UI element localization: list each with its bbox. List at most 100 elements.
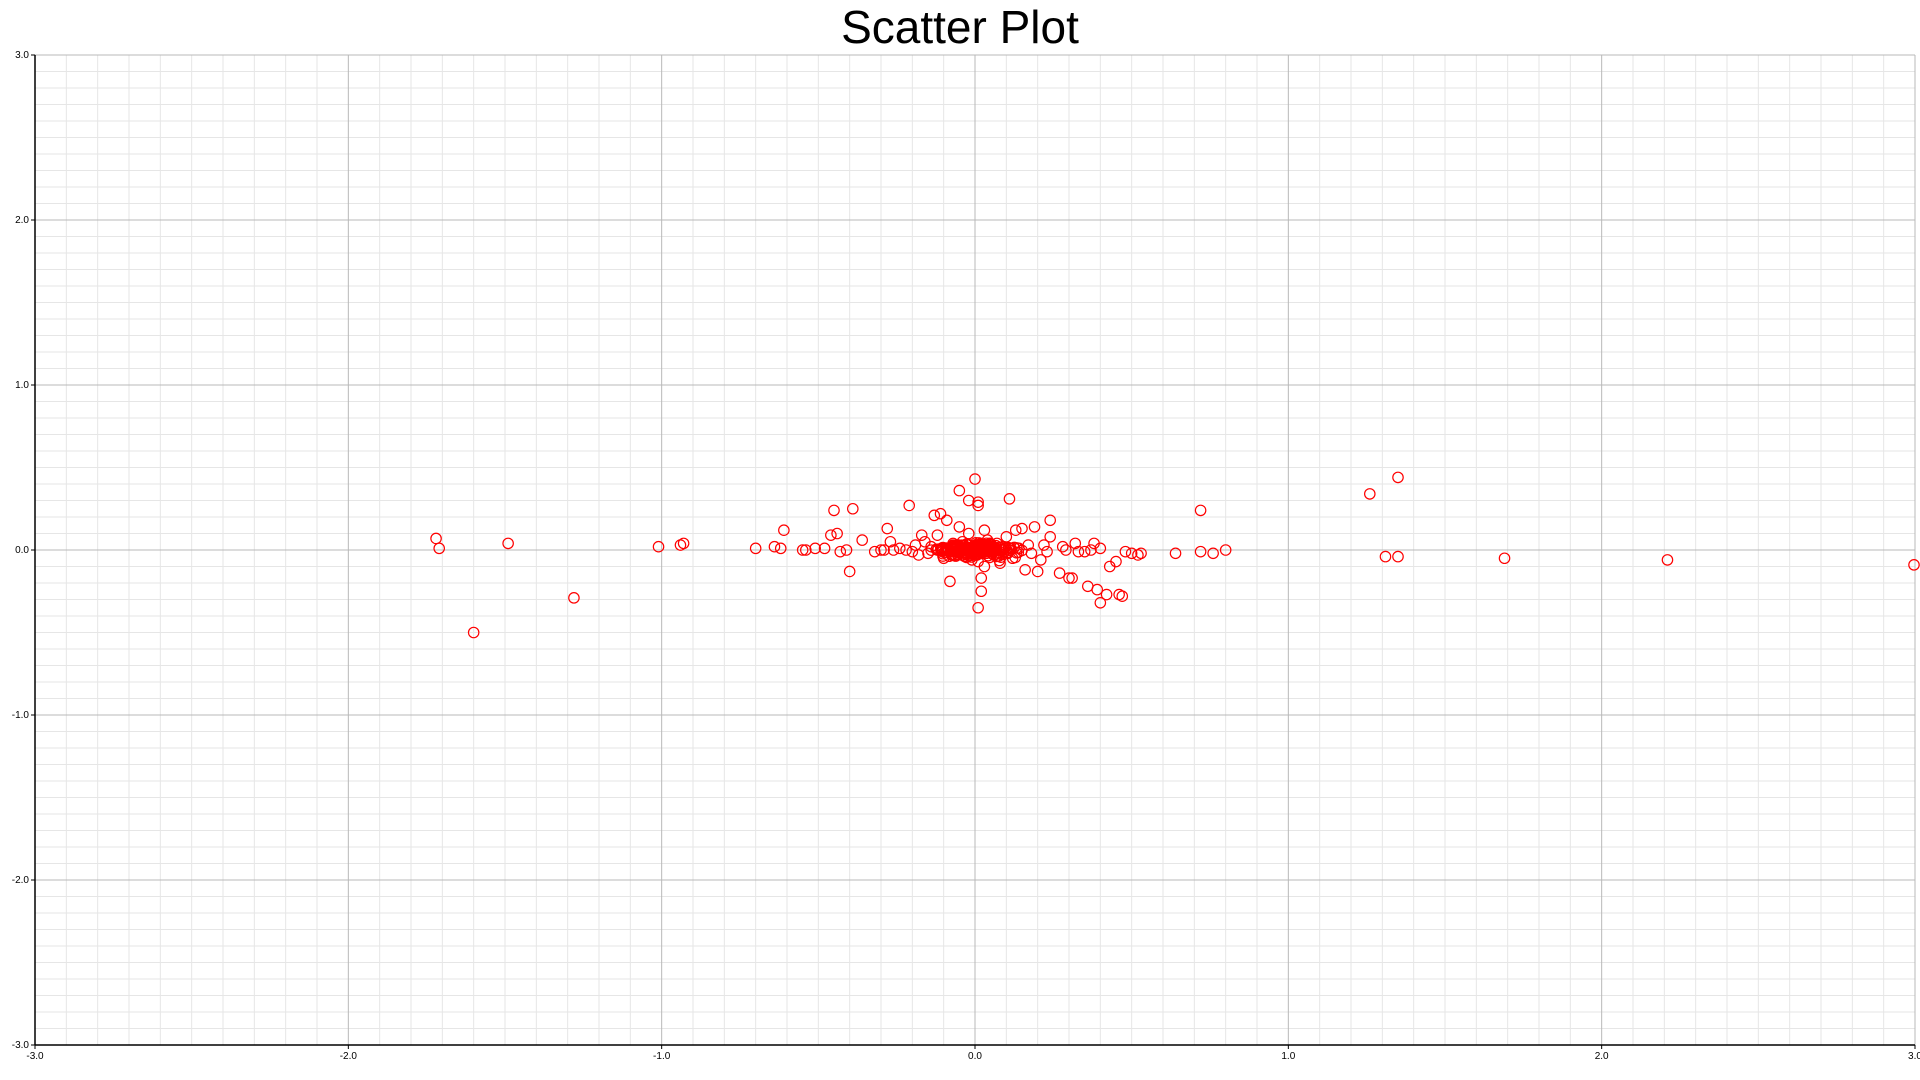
data-point: [1004, 542, 1016, 555]
data-point: [990, 544, 1003, 556]
data-point: [972, 496, 984, 508]
data-point: [749, 542, 762, 555]
data-point: [1116, 590, 1129, 602]
data-point: [962, 545, 974, 558]
data-point: [1661, 554, 1674, 566]
data-point: [1019, 563, 1031, 576]
data-point: [1085, 544, 1097, 556]
data-point: [1219, 544, 1232, 556]
data-point: [1066, 572, 1078, 584]
data-point: [796, 544, 809, 556]
data-point: [1000, 530, 1013, 543]
data-point: [467, 626, 480, 639]
data-point: [1078, 545, 1091, 558]
data-point: [868, 545, 881, 558]
data-point: [1207, 547, 1219, 560]
x-tick-label: 2.0: [1595, 1051, 1609, 1062]
data-point: [974, 542, 987, 555]
data-point: [953, 521, 966, 533]
x-axis-ticks: -3.0 -2.0 -1.0 0.0 1.0 2.0 3.0: [26, 1045, 1920, 1062]
data-point: [925, 544, 937, 556]
y-tick-label: -1.0: [12, 710, 30, 721]
x-tick-label: -3.0: [26, 1051, 44, 1062]
data-point: [1392, 471, 1404, 484]
data-point: [1060, 544, 1072, 556]
x-tick-label: 3.0: [1908, 1051, 1920, 1062]
data-point: [928, 509, 941, 522]
data-point: [962, 494, 975, 507]
data-point: [906, 545, 919, 558]
y-tick-label: 3.0: [15, 50, 29, 61]
x-tick-label: -1.0: [653, 1051, 671, 1062]
data-point: [878, 544, 890, 556]
x-tick-label: 1.0: [1281, 1051, 1295, 1062]
data-point: [875, 544, 887, 556]
data-point: [652, 540, 665, 553]
data-point: [931, 544, 944, 556]
data-point: [1194, 504, 1207, 517]
data-point: [965, 547, 977, 560]
data-point: [818, 542, 831, 555]
data-point: [900, 544, 912, 556]
data-point: [502, 537, 514, 550]
data-point: [1110, 555, 1122, 568]
data-point: [828, 504, 840, 517]
data-point: [1135, 547, 1147, 560]
y-tick-label: -2.0: [12, 875, 30, 886]
data-point: [831, 527, 843, 540]
data-point: [968, 541, 981, 553]
data-point: [1038, 539, 1050, 551]
data-point: [1056, 540, 1069, 553]
data-point: [768, 540, 781, 553]
data-point: [915, 529, 928, 541]
data-point: [433, 542, 445, 555]
data-points: [430, 471, 1920, 639]
data-point: [799, 544, 812, 556]
data-point: [1094, 596, 1107, 609]
data-point: [934, 507, 947, 520]
data-point: [1169, 547, 1182, 560]
data-point: [778, 524, 790, 536]
chart-title: Scatter Plot: [841, 1, 1079, 53]
data-point: [1016, 522, 1028, 535]
data-point: [1069, 537, 1082, 550]
data-point: [1908, 559, 1920, 571]
data-point: [840, 544, 853, 556]
data-point: [940, 514, 953, 527]
data-point: [975, 572, 988, 584]
data-point: [946, 549, 958, 561]
data-point: [951, 548, 964, 561]
data-point: [1031, 565, 1044, 578]
data-point: [568, 592, 580, 604]
data-point: [846, 502, 859, 515]
data-point: [1072, 545, 1085, 558]
data-point: [975, 585, 988, 598]
data-point: [903, 499, 915, 512]
x-tick-label: -2.0: [340, 1051, 358, 1062]
data-point: [912, 549, 925, 561]
data-point: [1194, 545, 1207, 558]
data-point: [1063, 572, 1075, 584]
data-point: [430, 532, 442, 545]
data-point: [825, 529, 837, 541]
data-point: [1044, 514, 1056, 527]
data-point: [1094, 542, 1107, 555]
data-point: [884, 535, 897, 548]
data-point: [1044, 530, 1056, 543]
data-point: [969, 473, 981, 485]
data-point: [881, 522, 894, 535]
y-tick-label: 1.0: [15, 380, 29, 391]
x-tick-label: 0.0: [968, 1051, 982, 1062]
data-point: [1125, 547, 1138, 560]
y-tick-label: 2.0: [15, 215, 29, 226]
data-point: [1498, 552, 1511, 565]
data-point: [1009, 524, 1022, 536]
data-point: [677, 537, 690, 550]
y-tick-label: 0.0: [15, 545, 29, 556]
data-point: [979, 544, 991, 557]
data-point: [834, 545, 847, 558]
data-point: [887, 544, 900, 556]
data-point: [931, 529, 944, 541]
